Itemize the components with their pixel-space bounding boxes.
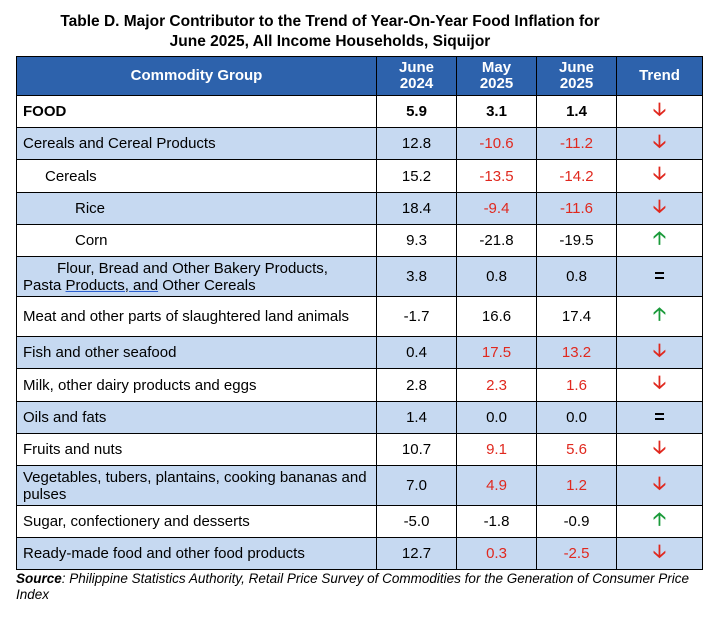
cell-june-2025: -2.5 — [536, 537, 617, 570]
cell-june-2025: -19.5 — [536, 224, 617, 257]
cell-june-2025: 1.4 — [536, 95, 617, 128]
row-label: FOOD — [16, 95, 377, 128]
table-row: Meat and other parts of slaughtered land… — [16, 296, 703, 337]
cell-may-2025: 3.1 — [456, 95, 537, 128]
arrow-down-icon: 🡣 — [653, 472, 666, 493]
table-row: Oils and fats 1.4 0.0 0.0 = — [16, 401, 703, 434]
arrow-down-icon: 🡣 — [653, 195, 666, 216]
arrow-down-icon: 🡣 — [653, 163, 666, 183]
row-label: Oils and fats — [16, 401, 377, 434]
arrow-down-icon: 🡣 — [653, 130, 666, 151]
arrow-down-icon: 🡣 — [653, 540, 666, 561]
cell-june-2025: 17.4 — [536, 296, 617, 337]
equal-icon: = — [654, 266, 665, 286]
cell-june-2025: 0.0 — [536, 401, 617, 434]
row-label: Cereals and Cereal Products — [16, 127, 377, 160]
row-label: Milk, other dairy products and eggs — [16, 368, 377, 402]
arrow-up-icon: 🡡 — [653, 508, 666, 529]
cell-june-2025: 1.2 — [536, 465, 617, 506]
cell-may-2025: 16.6 — [456, 296, 537, 337]
cell-june-2025: -14.2 — [536, 159, 617, 193]
cell-june-2025: 13.2 — [536, 336, 617, 369]
row-label: Fish and other seafood — [16, 336, 377, 369]
cell-june-2025: 5.6 — [536, 433, 617, 466]
row-label: Rice — [16, 192, 377, 225]
table-row: Cereals 15.2 -13.5 -14.2 🡣 — [16, 159, 703, 193]
cell-may-2025: 0.3 — [456, 537, 537, 570]
cell-may-2025: -13.5 — [456, 159, 537, 193]
cell-june-2024: 1.4 — [376, 401, 457, 434]
title-line-1: Table D. Major Contributor to the Trend … — [60, 13, 600, 30]
cell-june-2025: -0.9 — [536, 505, 617, 538]
row-label: Fruits and nuts — [16, 433, 377, 466]
cell-june-2025: -11.6 — [536, 192, 617, 225]
cell-june-2024: 3.8 — [376, 256, 457, 297]
cell-may-2025: -1.8 — [456, 505, 537, 538]
equal-icon: = — [654, 407, 665, 427]
table-row: Corn 9.3 -21.8 -19.5 🡡 — [16, 224, 703, 257]
row-label: Meat and other parts of slaughtered land… — [16, 296, 377, 337]
cell-may-2025: 17.5 — [456, 336, 537, 369]
header-row: Commodity Group June 2024 May 2025 June 202… — [16, 56, 703, 96]
header-trend: Trend — [616, 56, 703, 96]
header-june-2024: June 2024 — [376, 56, 457, 96]
header-may-2025: May 2025 — [456, 56, 537, 96]
table-row: Fruits and nuts 10.7 9.1 5.6 🡣 — [16, 433, 703, 466]
cell-june-2024: 0.4 — [376, 336, 457, 369]
cell-june-2024: -5.0 — [376, 505, 457, 538]
cell-may-2025: 2.3 — [456, 368, 537, 402]
source-label: Source — [16, 571, 62, 586]
row-label: Flour, Bread and Other Bakery Products, … — [16, 256, 377, 297]
food-inflation-table: Commodity Group June 2024 May 2025 June 202… — [16, 56, 703, 570]
arrow-down-icon: 🡣 — [653, 339, 666, 360]
cell-june-2024: -1.7 — [376, 296, 457, 337]
cell-may-2025: 0.8 — [456, 256, 537, 297]
cell-may-2025: -10.6 — [456, 127, 537, 160]
arrow-down-icon: 🡣 — [653, 372, 666, 392]
cell-june-2024: 2.8 — [376, 368, 457, 402]
cell-june-2024: 12.8 — [376, 127, 457, 160]
table-row: Ready-made food and other food products … — [16, 537, 703, 570]
cell-june-2025: 1.6 — [536, 368, 617, 402]
header-june-2025: June 2025 — [536, 56, 617, 96]
cell-june-2024: 5.9 — [376, 95, 457, 128]
row-label: Cereals — [16, 159, 377, 193]
cell-june-2025: 0.8 — [536, 256, 617, 297]
row-label: Sugar, confectionery and desserts — [16, 505, 377, 538]
table-row: Flour, Bread and Other Bakery Products, … — [16, 256, 703, 297]
row-label: Corn — [16, 224, 377, 257]
table-row: Milk, other dairy products and eggs 2.8 … — [16, 368, 703, 402]
cell-june-2024: 10.7 — [376, 433, 457, 466]
row-label: Ready-made food and other food products — [16, 537, 377, 570]
cell-june-2024: 15.2 — [376, 159, 457, 193]
arrow-up-icon: 🡡 — [653, 303, 666, 324]
row-label: Vegetables, tubers, plantains, cooking b… — [16, 465, 377, 506]
cell-june-2024: 7.0 — [376, 465, 457, 506]
table-title: Table D. Major Contributor to the Trend … — [0, 12, 660, 52]
table-row: Cereals and Cereal Products 12.8 -10.6 -… — [16, 127, 703, 160]
cell-june-2025: -11.2 — [536, 127, 617, 160]
title-line-2: June 2025, All Income Households, Siquij… — [169, 33, 491, 50]
arrow-down-icon: 🡣 — [653, 98, 666, 119]
cell-may-2025: 4.9 — [456, 465, 537, 506]
cell-may-2025: -9.4 — [456, 192, 537, 225]
cell-june-2024: 12.7 — [376, 537, 457, 570]
cell-june-2024: 18.4 — [376, 192, 457, 225]
table-row: Rice 18.4 -9.4 -11.6 🡣 — [16, 192, 703, 225]
source-text: : Philippine Statistics Authority, Retai… — [16, 571, 690, 602]
table-row: Sugar, confectionery and desserts -5.0 -… — [16, 505, 703, 538]
source-note: Source: Philippine Statistics Authority,… — [16, 571, 702, 603]
table-row: Fish and other seafood 0.4 17.5 13.2 🡣 — [16, 336, 703, 369]
arrow-up-icon: 🡡 — [653, 227, 666, 248]
arrow-down-icon: 🡣 — [653, 436, 666, 457]
table-row: Vegetables, tubers, plantains, cooking b… — [16, 465, 703, 506]
cell-may-2025: 9.1 — [456, 433, 537, 466]
cell-june-2024: 9.3 — [376, 224, 457, 257]
table-row: FOOD 5.9 3.1 1.4 🡣 — [16, 95, 703, 128]
header-commodity: Commodity Group — [16, 56, 377, 96]
cell-may-2025: -21.8 — [456, 224, 537, 257]
cell-may-2025: 0.0 — [456, 401, 537, 434]
